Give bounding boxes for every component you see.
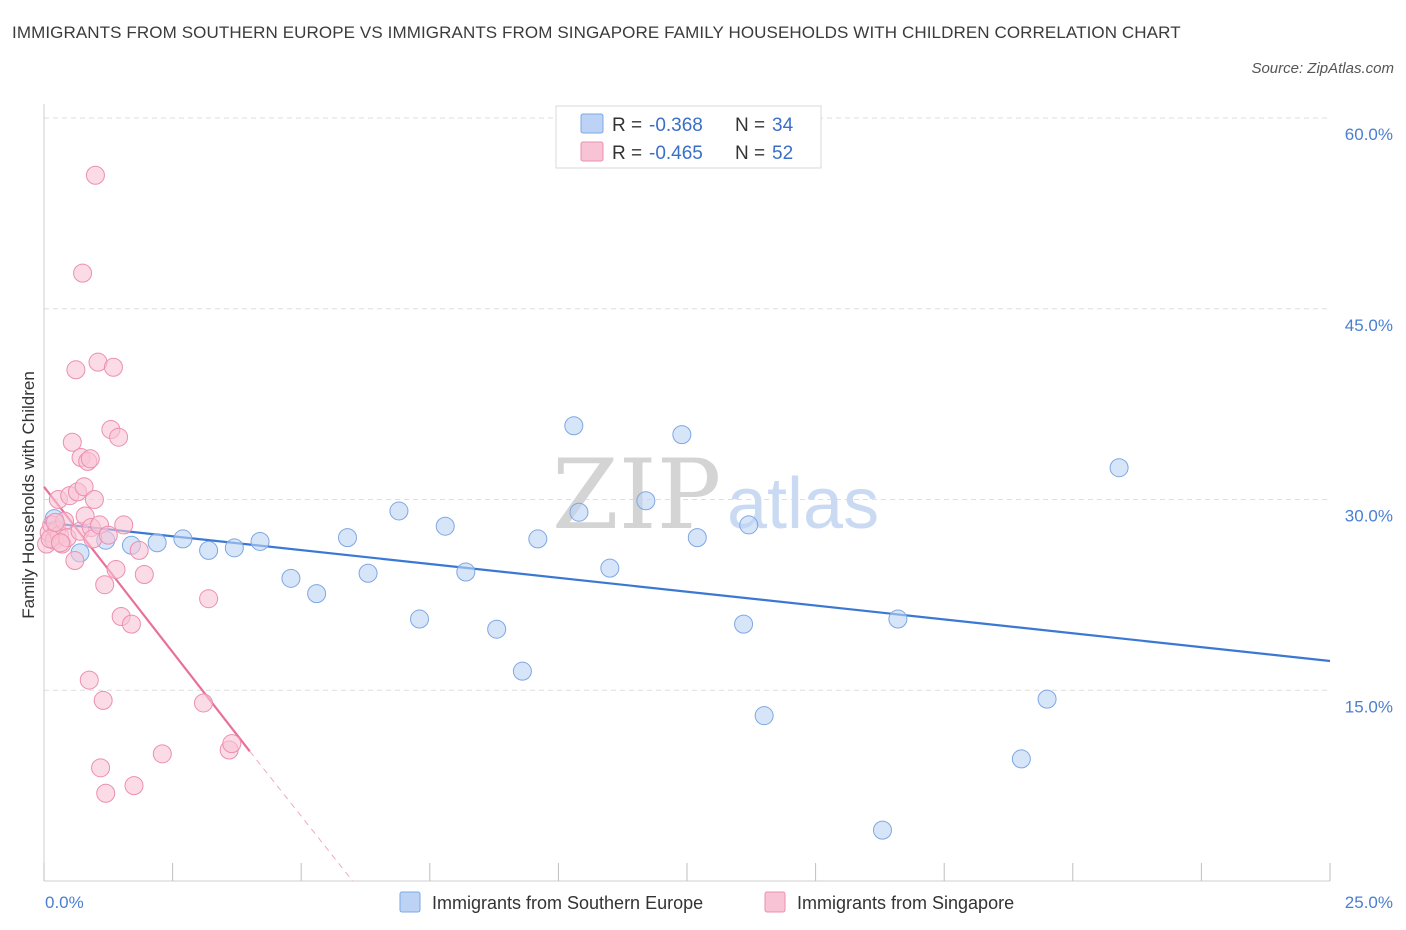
point-southern-europe (389, 501, 409, 521)
point-southern-europe (281, 568, 301, 588)
point-southern-europe (636, 491, 656, 511)
point-singapore (79, 670, 99, 690)
point-singapore (91, 758, 111, 778)
point-singapore (199, 589, 219, 609)
watermark: ZIP atlas (552, 439, 879, 551)
point-singapore (74, 477, 94, 497)
point-singapore (84, 490, 104, 509)
legend-r-label: R = (612, 115, 642, 136)
point-southern-europe (734, 614, 754, 634)
y-axis-title: Family Households with Children (19, 371, 38, 619)
x-tick-labels: 0.0% 25.0% (45, 893, 1393, 912)
legend-swatch-southern-europe (580, 113, 604, 134)
point-singapore (114, 515, 134, 535)
point-singapore (109, 427, 129, 447)
legend-r-value: -0.368 (649, 115, 703, 136)
y-tick-label: 60.0% (1345, 125, 1393, 144)
point-southern-europe (1037, 689, 1057, 709)
point-southern-europe (564, 416, 584, 436)
point-singapore (45, 512, 65, 532)
point-singapore (66, 360, 86, 380)
point-singapore (193, 693, 213, 713)
point-southern-europe (435, 516, 455, 536)
x-tick-label: 25.0% (1345, 893, 1393, 912)
point-southern-europe (569, 502, 589, 522)
y-tick-label: 15.0% (1345, 697, 1393, 716)
point-southern-europe (672, 425, 692, 445)
point-southern-europe (147, 533, 167, 553)
point-southern-europe (739, 515, 759, 535)
point-singapore (124, 776, 144, 796)
legend-n-label: N = (735, 143, 765, 164)
point-singapore (50, 533, 70, 553)
legend-swatch-singapore (580, 141, 604, 162)
point-singapore (65, 551, 85, 571)
correlation-legend: R = -0.368 N = 34 R = -0.465 N = 52 (555, 105, 822, 169)
point-southern-europe (872, 820, 892, 840)
series-legend-label: Immigrants from Singapore (797, 893, 1014, 913)
axes (43, 104, 1331, 882)
point-southern-europe (410, 609, 430, 629)
point-singapore (134, 565, 154, 585)
point-singapore (222, 734, 242, 754)
point-southern-europe (173, 529, 193, 549)
series-legend-swatch-southern-europe (399, 891, 421, 913)
point-singapore (103, 357, 123, 377)
point-singapore (95, 575, 115, 595)
chart-title: IMMIGRANTS FROM SOUTHERN EUROPE VS IMMIG… (12, 23, 1181, 42)
point-singapore (93, 690, 113, 710)
legend-r-label: R = (612, 143, 642, 164)
point-southern-europe (1109, 458, 1129, 478)
point-southern-europe (307, 584, 327, 604)
point-singapore (106, 559, 126, 579)
point-southern-europe (754, 706, 774, 726)
point-southern-europe (528, 529, 548, 549)
source-label: Source: ZipAtlas.com (1251, 60, 1394, 77)
point-southern-europe (456, 562, 476, 582)
grid (44, 117, 1330, 691)
point-southern-europe (687, 528, 707, 548)
point-southern-europe (1011, 749, 1031, 769)
series-legend-label: Immigrants from Southern Europe (432, 893, 703, 913)
point-southern-europe (487, 619, 507, 639)
point-singapore (98, 525, 118, 545)
point-southern-europe (337, 528, 357, 548)
y-tick-label: 30.0% (1345, 507, 1393, 526)
series-legend-swatch-singapore (764, 891, 786, 913)
trendline-singapore-extension (249, 750, 354, 882)
point-singapore (152, 744, 172, 764)
point-southern-europe (224, 538, 244, 558)
point-southern-europe (199, 540, 219, 560)
point-southern-europe (888, 609, 908, 629)
legend-n-value: 34 (772, 115, 794, 136)
legend-n-label: N = (735, 115, 765, 136)
point-singapore (80, 449, 100, 469)
point-singapore (62, 432, 82, 452)
y-tick-label: 45.0% (1345, 316, 1393, 335)
point-southern-europe (512, 661, 532, 681)
point-southern-europe (358, 563, 378, 583)
point-southern-europe (600, 558, 620, 578)
y-tick-labels: 15.0% 30.0% 45.0% 60.0% (1345, 125, 1393, 716)
legend-n-value: 52 (772, 143, 793, 164)
point-singapore (85, 165, 105, 185)
series-legend: Immigrants from Southern Europe Immigran… (399, 891, 1014, 913)
legend-r-value: -0.465 (649, 143, 703, 164)
x-tick-label: 0.0% (45, 893, 84, 912)
point-southern-europe (250, 531, 270, 551)
point-singapore (96, 783, 116, 803)
point-singapore (129, 540, 149, 560)
point-singapore (73, 263, 93, 283)
data-points (37, 165, 1129, 840)
point-singapore (121, 614, 141, 634)
